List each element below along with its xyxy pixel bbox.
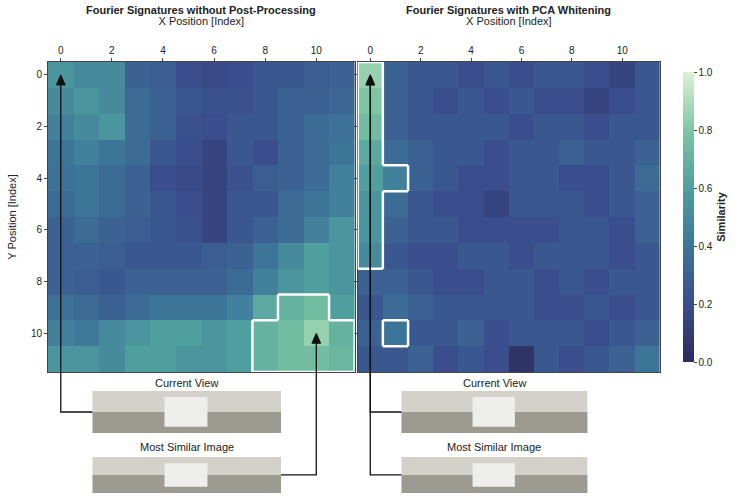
svg-text:0.8: 0.8 [699, 125, 713, 136]
svg-text:Y Position [Index]: Y Position [Index] [6, 174, 18, 259]
svg-text:0: 0 [36, 69, 42, 80]
svg-text:2: 2 [109, 45, 115, 56]
svg-text:4: 4 [160, 45, 166, 56]
svg-text:Fourier Signatures with PCA Wh: Fourier Signatures with PCA Whitening [406, 4, 611, 16]
svg-text:4: 4 [468, 45, 474, 56]
svg-text:8: 8 [36, 276, 42, 287]
svg-text:Most Similar Image: Most Similar Image [447, 441, 541, 453]
svg-text:10: 10 [311, 45, 323, 56]
svg-text:8: 8 [262, 45, 268, 56]
svg-text:1.0: 1.0 [699, 67, 713, 78]
svg-text:Most Similar Image: Most Similar Image [140, 441, 234, 453]
svg-text:0: 0 [367, 45, 373, 56]
svg-text:2: 2 [36, 121, 42, 132]
svg-text:0.0: 0.0 [699, 357, 713, 368]
svg-text:X Position [Index]: X Position [Index] [159, 15, 245, 27]
svg-text:Current View: Current View [463, 377, 526, 389]
svg-text:4: 4 [36, 173, 42, 184]
svg-text:6: 6 [36, 224, 42, 235]
svg-text:10: 10 [617, 45, 629, 56]
svg-text:Similarity: Similarity [715, 191, 727, 241]
svg-text:2: 2 [418, 45, 424, 56]
svg-text:6: 6 [519, 45, 525, 56]
svg-text:6: 6 [211, 45, 217, 56]
svg-text:8: 8 [569, 45, 575, 56]
svg-text:0.2: 0.2 [699, 299, 713, 310]
svg-text:0.4: 0.4 [699, 241, 713, 252]
svg-text:10: 10 [31, 328, 43, 339]
svg-text:Fourier Signatures without Pos: Fourier Signatures without Post-Processi… [86, 4, 316, 16]
svg-text:0: 0 [58, 45, 64, 56]
svg-text:X Position [Index]: X Position [Index] [466, 15, 552, 27]
svg-text:0.6: 0.6 [699, 183, 713, 194]
svg-text:Current View: Current View [155, 377, 218, 389]
